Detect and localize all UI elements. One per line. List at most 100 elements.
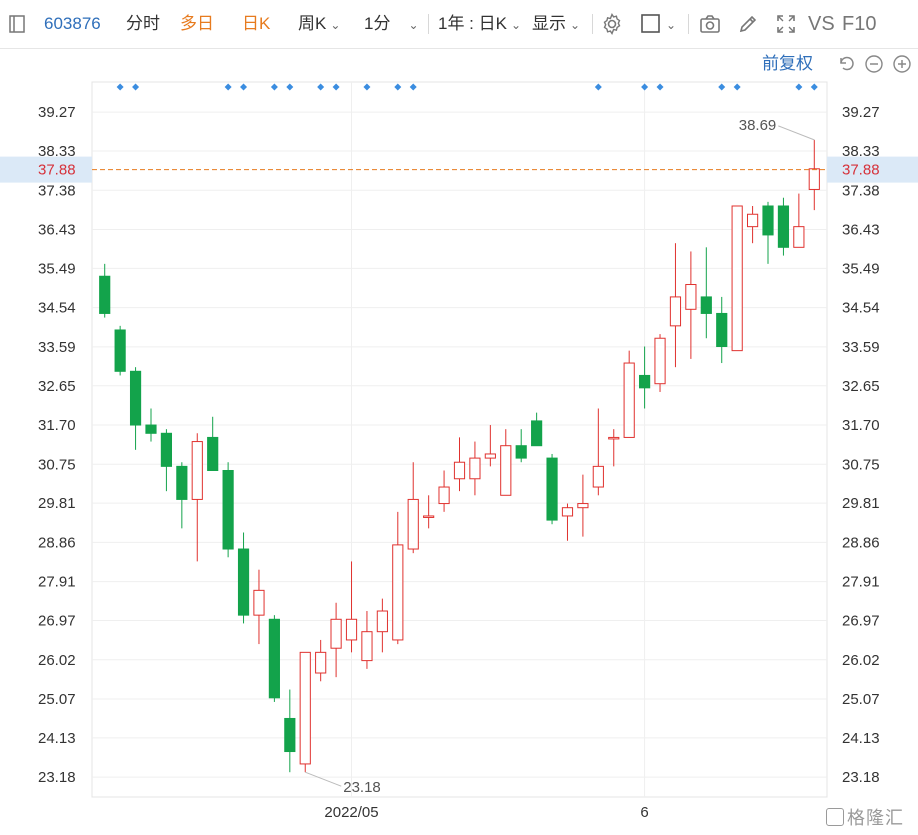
current-price-band-left xyxy=(0,156,92,183)
candle[interactable] xyxy=(160,429,173,492)
watermark-logo-icon xyxy=(826,808,844,826)
display-dropdown[interactable]: 显示 ⌄ xyxy=(532,0,580,48)
candle[interactable] xyxy=(654,334,666,392)
event-marker-icon xyxy=(332,83,340,91)
camera-icon[interactable] xyxy=(698,12,722,36)
candle[interactable] xyxy=(299,651,311,773)
candle[interactable] xyxy=(531,412,543,447)
period-dropdown[interactable]: 周K ⌄ xyxy=(298,0,340,48)
y-tick-label-left: 30.75 xyxy=(38,456,76,473)
candle[interactable] xyxy=(315,639,327,682)
y-tick-label-right: 37.38 xyxy=(842,182,880,199)
candle[interactable] xyxy=(561,503,574,541)
display-label: 显示 xyxy=(532,14,566,33)
f10-button[interactable]: F10 xyxy=(842,13,877,35)
candle-body xyxy=(808,168,820,190)
candle-body xyxy=(160,432,173,467)
candle[interactable] xyxy=(361,611,373,669)
pen-icon[interactable] xyxy=(736,12,760,36)
range-dropdown[interactable]: 1年 : 日K ⌄ xyxy=(438,0,521,48)
candle[interactable] xyxy=(577,474,589,537)
candle[interactable] xyxy=(469,441,481,496)
zoom-out-icon[interactable] xyxy=(864,54,884,74)
adjust-mode-label[interactable]: 前复权 xyxy=(762,54,813,73)
candle[interactable] xyxy=(222,462,234,558)
fullscreen-icon[interactable] xyxy=(774,12,798,36)
candle[interactable] xyxy=(176,462,188,529)
candle[interactable] xyxy=(453,437,466,492)
y-tick-label-left: 32.65 xyxy=(38,378,76,395)
tab-intraday[interactable]: 分时 xyxy=(126,14,160,33)
candle-body xyxy=(669,296,682,327)
settings-gear-icon[interactable] xyxy=(600,12,624,36)
sidebar-toggle-icon[interactable] xyxy=(6,12,30,36)
candle[interactable] xyxy=(423,495,435,529)
tab-daily-k[interactable]: 日K xyxy=(242,14,271,33)
y-tick-label-left: 38.33 xyxy=(38,143,76,160)
candle[interactable] xyxy=(129,367,142,450)
candle[interactable] xyxy=(669,243,682,368)
candle[interactable] xyxy=(777,197,790,256)
candle[interactable] xyxy=(284,689,296,773)
candle[interactable] xyxy=(808,139,820,211)
candle-body xyxy=(746,213,759,228)
candle[interactable] xyxy=(592,408,604,496)
candle-body xyxy=(268,618,280,699)
candle[interactable] xyxy=(345,561,358,653)
candle[interactable] xyxy=(608,429,620,467)
candles[interactable] xyxy=(99,139,820,773)
y-tick-label-right: 27.91 xyxy=(842,574,880,591)
candle[interactable] xyxy=(639,346,651,409)
candle[interactable] xyxy=(207,416,219,471)
y-tick-label-right: 38.33 xyxy=(842,143,880,160)
square-icon[interactable] xyxy=(638,12,662,36)
range-label: 1年 : 日K xyxy=(438,14,507,33)
current-price-label-left: 37.88 xyxy=(38,162,76,179)
candle[interactable] xyxy=(330,602,342,678)
event-markers[interactable] xyxy=(116,83,818,91)
candle[interactable] xyxy=(716,296,728,364)
candle[interactable] xyxy=(145,408,157,442)
price-overlay: 37.88 37.88 38.69 23.18 xyxy=(0,117,918,796)
candle[interactable] xyxy=(546,453,558,525)
candle[interactable] xyxy=(515,429,527,463)
candle[interactable] xyxy=(731,205,743,352)
event-marker-icon xyxy=(641,83,649,91)
candle[interactable] xyxy=(237,532,250,624)
zoom-in-icon[interactable] xyxy=(892,54,912,74)
candle[interactable] xyxy=(191,433,203,562)
tab-multi-day[interactable]: 多日 xyxy=(180,14,214,33)
candle[interactable] xyxy=(685,251,697,359)
vs-compare-button[interactable]: VS xyxy=(808,13,835,35)
candle[interactable] xyxy=(114,325,126,376)
candle-body xyxy=(345,618,358,641)
candle-body xyxy=(299,651,311,765)
y-tick-label-right: 39.27 xyxy=(842,104,880,121)
minute-dropdown[interactable]: 1分 ⌄ xyxy=(364,0,419,48)
candle-body xyxy=(777,205,790,248)
chevron-down-icon[interactable]: ⌄ xyxy=(666,18,677,32)
candle[interactable] xyxy=(253,569,265,645)
candle[interactable] xyxy=(99,263,111,318)
candle[interactable] xyxy=(500,429,512,496)
candle[interactable] xyxy=(438,470,450,512)
minute-label: 1分 xyxy=(364,14,391,33)
candle[interactable] xyxy=(700,247,712,339)
candle[interactable] xyxy=(268,615,280,702)
candle[interactable] xyxy=(484,425,496,467)
chevron-down-icon: ⌄ xyxy=(408,18,419,32)
candle[interactable] xyxy=(793,193,805,248)
y-tick-label-right: 28.86 xyxy=(842,534,880,551)
candle[interactable] xyxy=(746,205,759,244)
event-marker-icon xyxy=(317,83,325,91)
candle[interactable] xyxy=(407,462,419,554)
reset-icon[interactable] xyxy=(836,54,856,74)
candle[interactable] xyxy=(376,598,388,653)
candle[interactable] xyxy=(623,350,635,438)
candle[interactable] xyxy=(392,511,404,645)
stock-code[interactable]: 603876 xyxy=(44,14,101,33)
y-tick-label-right: 23.18 xyxy=(842,769,880,786)
candle[interactable] xyxy=(762,201,774,264)
candle-body xyxy=(762,205,774,236)
